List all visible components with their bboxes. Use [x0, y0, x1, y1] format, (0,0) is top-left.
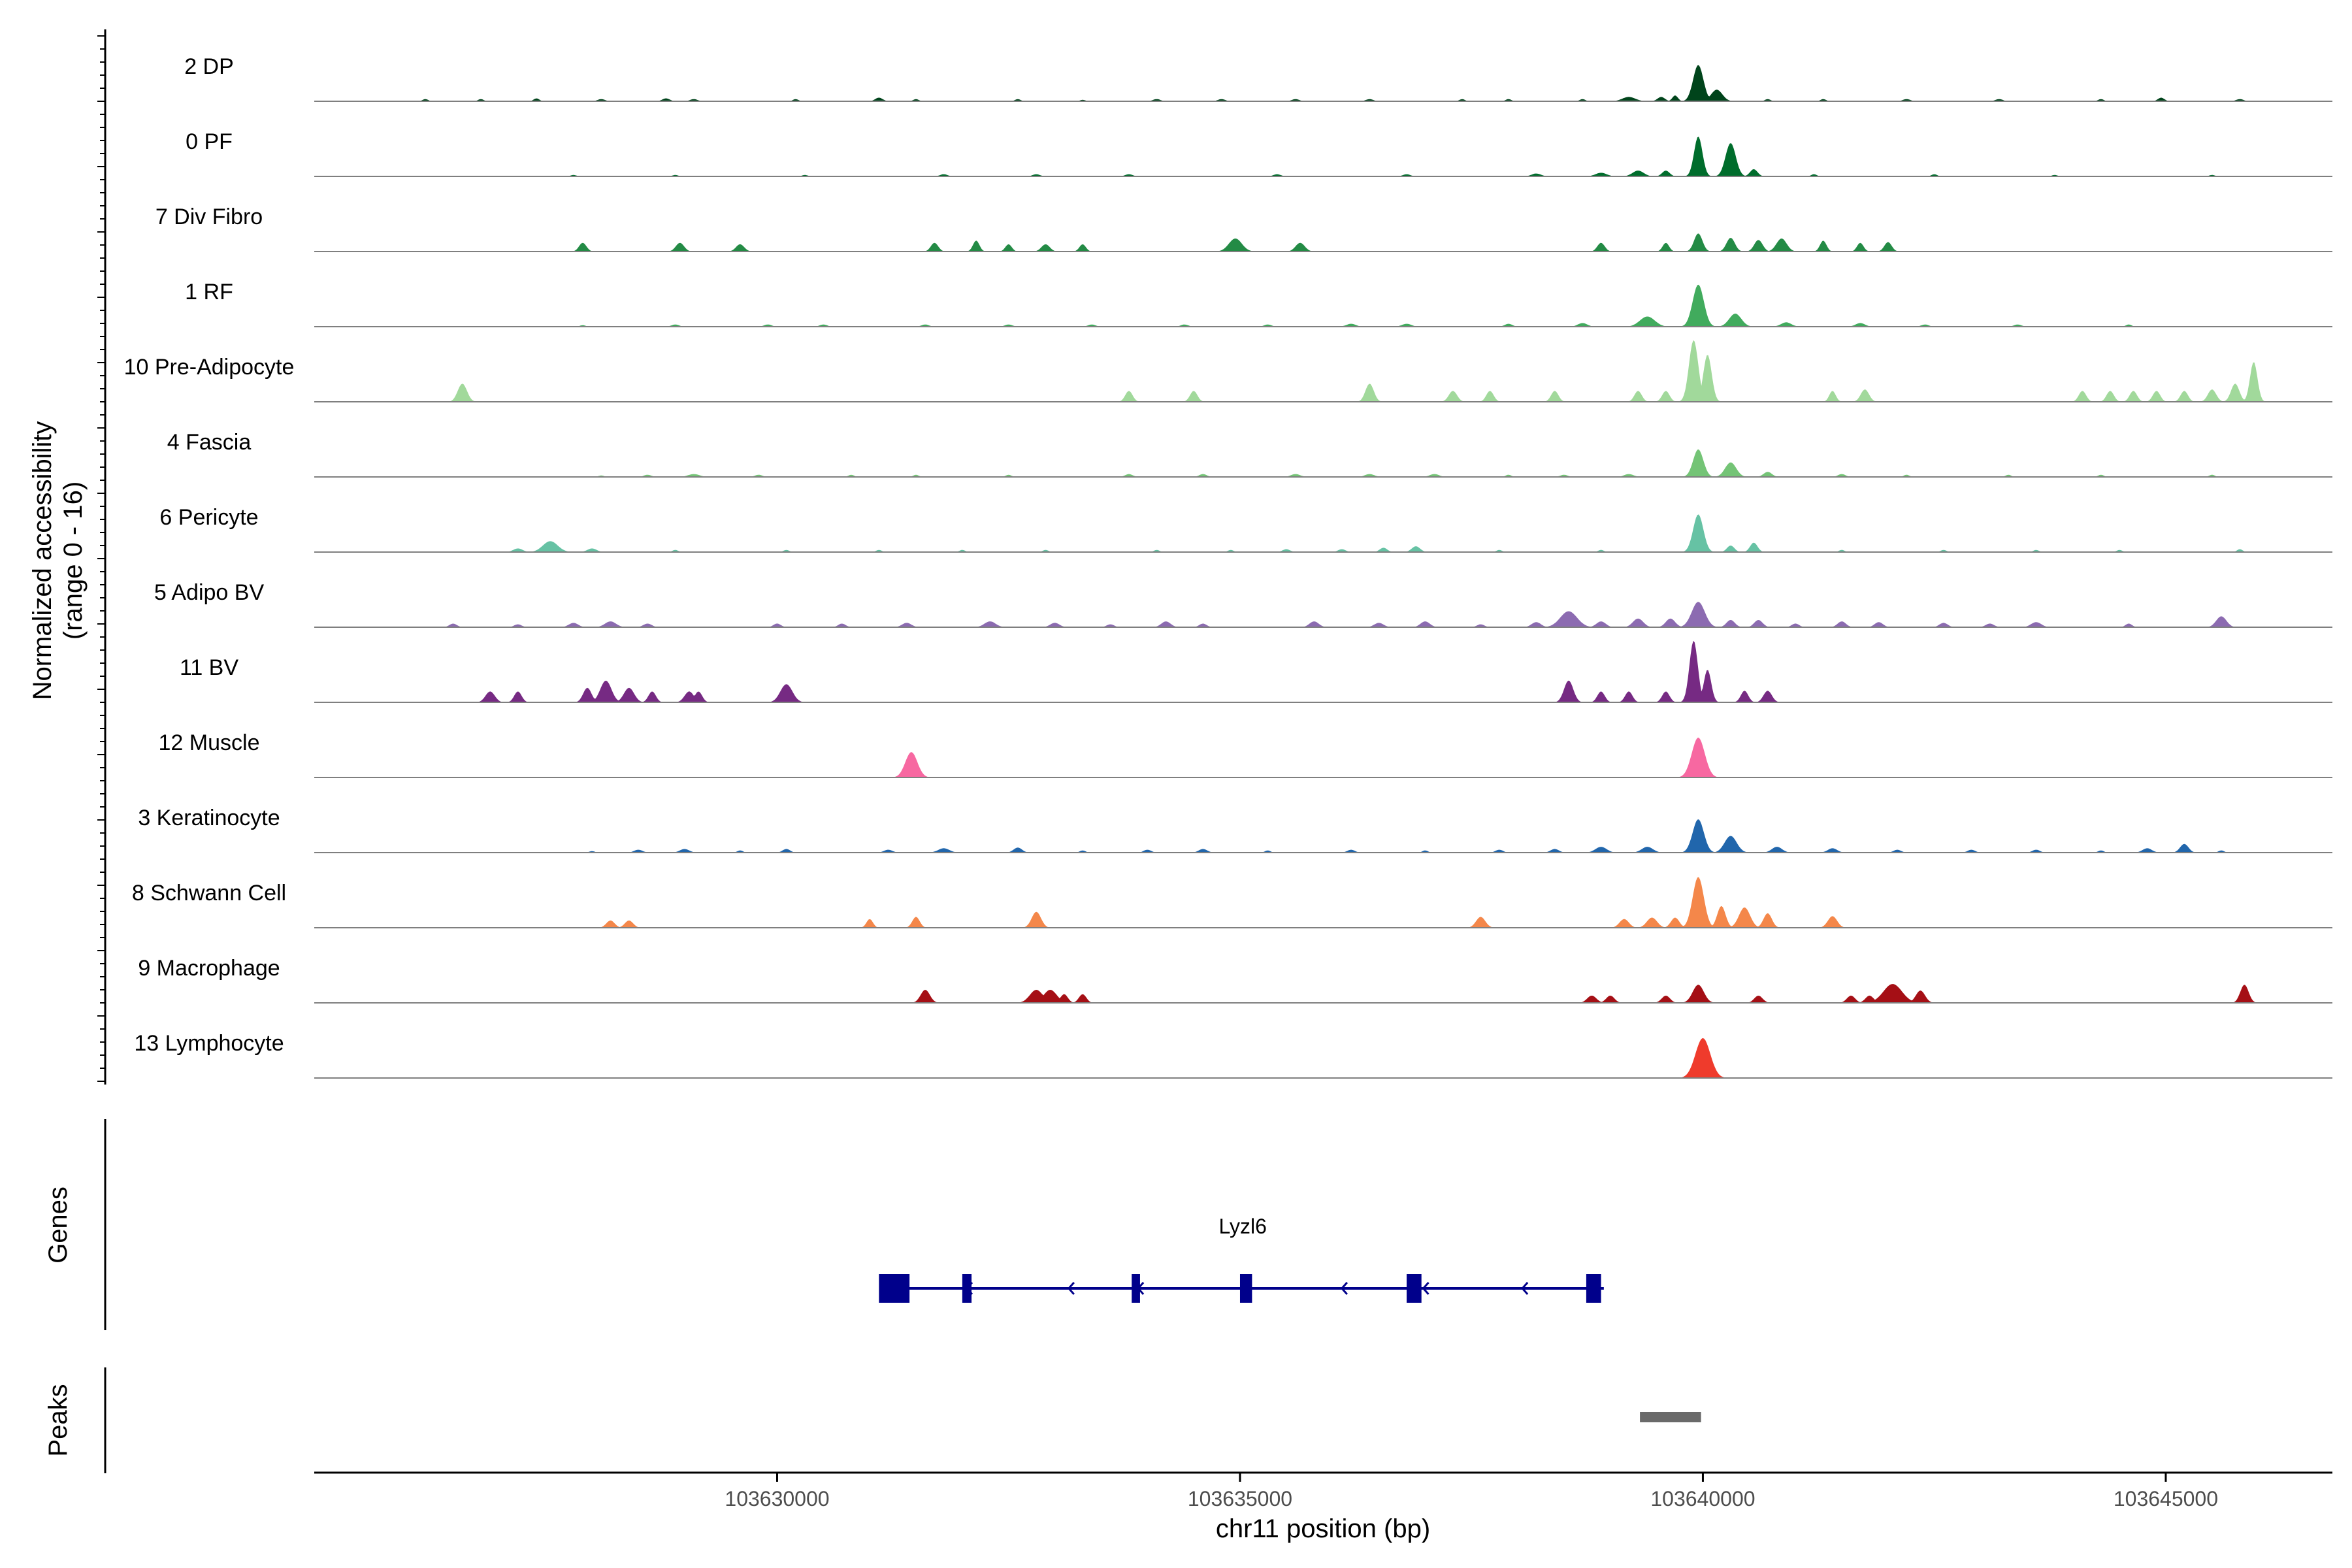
coverage-area — [314, 602, 2332, 627]
coverage-area — [314, 65, 2332, 101]
coverage-area — [314, 738, 2332, 777]
y-axis-title: Normalized accessibility — [28, 421, 57, 700]
x-tick-label: 103635000 — [1188, 1487, 1292, 1511]
x-tick-label: 103645000 — [2114, 1487, 2218, 1511]
track-10-pre-adipocyte: 10 Pre-Adipocyte — [124, 340, 2332, 402]
strand-arrow — [1067, 1282, 1075, 1295]
strand-arrow — [1137, 1282, 1145, 1295]
x-axis-title: chr11 position (bp) — [1216, 1514, 1430, 1543]
track-label: 8 Schwann Cell — [132, 881, 286, 906]
track-2-dp: 2 DP — [184, 54, 2332, 102]
track-label: 10 Pre-Adipocyte — [124, 355, 295, 380]
track-5-adipo-bv: 5 Adipo BV — [154, 580, 2332, 628]
gene-exon — [1407, 1274, 1422, 1303]
track-12-muscle: 12 Muscle — [159, 730, 2332, 778]
peaks-panel-label: Peaks — [44, 1384, 73, 1456]
track-9-macrophage: 9 Macrophage — [138, 956, 2332, 1004]
gene-exon — [1132, 1274, 1140, 1303]
gene-track — [879, 1274, 1604, 1303]
strand-arrow — [965, 1282, 973, 1295]
coverage-area — [314, 514, 2332, 552]
track-3-keratinocyte: 3 Keratinocyte — [138, 806, 2332, 853]
track-label: 7 Div Fibro — [155, 204, 263, 229]
peak-region — [1640, 1412, 1701, 1422]
track-label: 4 Fascia — [167, 430, 252, 455]
gene-exon — [1239, 1274, 1252, 1303]
track-label: 2 DP — [184, 54, 234, 79]
coverage-area — [314, 284, 2332, 327]
genes-panel-label: Genes — [44, 1186, 73, 1264]
y-axis-ticks — [97, 35, 105, 1082]
gene-label: Lyzl6 — [1218, 1215, 1267, 1238]
track-label: 11 BV — [180, 655, 238, 680]
gene-exon — [879, 1274, 910, 1303]
coverage-area — [314, 1037, 2332, 1078]
track-4-fascia: 4 Fascia — [167, 430, 2332, 478]
track-label: 13 Lymphocyte — [134, 1031, 284, 1056]
track-0-pf: 0 PF — [186, 129, 2332, 177]
strand-arrow — [1422, 1282, 1429, 1295]
track-8-schwann-cell: 8 Schwann Cell — [132, 877, 2332, 928]
track-label: 1 RF — [185, 280, 233, 304]
x-tick-label: 103640000 — [1650, 1487, 1755, 1511]
coverage-area — [314, 819, 2332, 853]
x-tick-label: 103630000 — [725, 1487, 829, 1511]
y-axis-range: (range 0 - 16) — [59, 482, 88, 640]
track-13-lymphocyte: 13 Lymphocyte — [134, 1031, 2332, 1079]
peaks-track — [1640, 1412, 1701, 1422]
track-label: 3 Keratinocyte — [138, 806, 280, 830]
track-6-pericyte: 6 Pericyte — [159, 505, 2332, 553]
track-label: 5 Adipo BV — [154, 580, 265, 605]
track-label: 6 Pericyte — [159, 505, 258, 530]
coverage-area — [314, 877, 2332, 928]
coverage-area — [314, 340, 2332, 402]
coverage-area — [314, 449, 2332, 477]
coverage-tracks: 2 DP 0 PF 7 Div Fibro 1 RF 10 Pre-Adipocyte 4… — [124, 54, 2332, 1079]
track-label: 0 PF — [186, 129, 233, 154]
track-7-div-fibro: 7 Div Fibro — [155, 204, 2332, 252]
track-label: 12 Muscle — [159, 730, 260, 755]
track-label: 9 Macrophage — [138, 956, 280, 981]
coverage-area — [314, 137, 2332, 176]
track-11-bv: 11 BV — [180, 640, 2332, 703]
gene-exon — [1586, 1274, 1601, 1303]
coverage-area — [314, 640, 2332, 702]
track-1-rf: 1 RF — [185, 280, 2332, 327]
coverage-area — [314, 984, 2332, 1003]
coverage-area — [314, 233, 2332, 252]
strand-arrow — [1521, 1282, 1529, 1295]
x-axis-ticks: 103630000 103635000 103640000 103645000 — [725, 1473, 2218, 1511]
strand-arrow — [1340, 1282, 1348, 1295]
